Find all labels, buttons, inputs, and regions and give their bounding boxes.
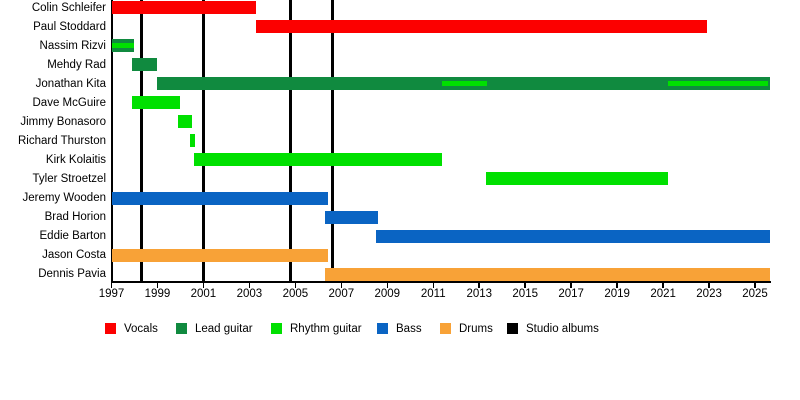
member-label: Jeremy Wooden <box>22 192 106 204</box>
legend-label: Studio albums <box>526 322 599 335</box>
x-axis-tick-label: 2025 <box>742 288 768 300</box>
x-axis-tick <box>616 283 618 288</box>
member-label: Brad Horion <box>44 211 106 224</box>
x-axis-line <box>110 281 771 283</box>
bar-drums <box>325 267 770 281</box>
x-axis-tick-label: 1999 <box>144 288 171 300</box>
bar-rhythm-guitar <box>178 115 192 129</box>
member-label: Dave McGuire <box>32 96 107 109</box>
member-label: Dennis Pavia <box>38 268 106 281</box>
bar-bass <box>375 229 770 243</box>
x-axis-tick-label: 2009 <box>374 288 401 300</box>
x-axis-tick-label: 2007 <box>328 288 355 300</box>
x-axis-tick <box>708 283 710 288</box>
x-axis-tick-label: 2021 <box>650 288 676 300</box>
x-axis-tick <box>248 283 251 288</box>
x-axis-tick <box>570 283 572 288</box>
member-label: Jonathan Kita <box>35 77 106 90</box>
overlay-bar-rhythm-guitar <box>667 81 768 87</box>
x-axis-tick-label: 2023 <box>696 288 722 300</box>
x-axis-tick-label: 2011 <box>420 288 446 300</box>
legend-swatch-vocals <box>105 323 116 334</box>
x-axis-tick-label: 2019 <box>604 288 630 300</box>
studio-album-line <box>289 0 293 281</box>
legend-swatch-bass <box>377 323 388 334</box>
x-axis-tick-label: 2005 <box>282 288 309 300</box>
member-label: Kirk Kolaitis <box>45 153 106 166</box>
member-label: Paul Stoddard <box>33 20 106 33</box>
x-axis-tick-label: 1997 <box>98 288 125 300</box>
bar-rhythm-guitar <box>132 96 181 110</box>
legend-swatch-lead-guitar <box>176 323 187 334</box>
x-axis-tick <box>662 283 664 288</box>
x-axis-tick-label: 2003 <box>236 288 263 300</box>
studio-album-line <box>201 0 205 281</box>
legend-swatch-rhythm-guitar <box>271 323 282 334</box>
plot-left-border <box>110 0 113 283</box>
member-label: Colin Schleifer <box>31 1 106 14</box>
member-label: Mehdy Rad <box>47 58 106 71</box>
overlay-bar-rhythm-guitar <box>442 81 488 87</box>
bar-lead-guitar <box>132 58 158 72</box>
bar-bass <box>325 210 379 224</box>
legend-label: Lead guitar <box>195 322 253 335</box>
bar-bass <box>111 191 328 205</box>
member-label: Eddie Barton <box>39 230 107 243</box>
bar-drums <box>111 248 328 262</box>
member-label: Jason Costa <box>42 249 106 262</box>
x-axis-tick-label: 2015 <box>512 288 538 300</box>
x-axis-tick <box>340 283 343 288</box>
x-axis-tick <box>478 283 480 288</box>
x-axis-tick <box>754 283 756 288</box>
x-axis-tick-label: 2013 <box>466 288 493 300</box>
x-axis-tick-label: 2017 <box>558 288 584 300</box>
x-axis-tick <box>294 283 297 288</box>
member-label: Jimmy Bonasoro <box>20 115 106 128</box>
bar-rhythm-guitar <box>486 172 668 186</box>
legend-swatch-studio-albums <box>507 323 518 334</box>
x-axis-tick <box>202 283 205 288</box>
legend-swatch-drums <box>440 323 451 334</box>
studio-album-line <box>330 0 334 281</box>
x-axis-tick <box>386 283 389 288</box>
x-axis-tick-label: 2001 <box>190 288 217 300</box>
x-axis-tick <box>432 283 435 288</box>
legend-label: Drums <box>459 322 493 335</box>
bar-vocals <box>256 20 707 34</box>
x-axis-tick <box>110 283 113 288</box>
studio-album-line <box>139 0 143 281</box>
overlay-bar-rhythm-guitar <box>111 43 135 49</box>
legend-label: Vocals <box>124 322 158 335</box>
x-axis-tick <box>156 283 159 288</box>
legend-label: Rhythm guitar <box>290 322 362 335</box>
member-label: Tyler Stroetzel <box>32 172 107 185</box>
member-label: Richard Thurston <box>18 134 106 147</box>
member-label: Nassim Rizvi <box>39 39 106 52</box>
bar-rhythm-guitar <box>189 134 196 148</box>
bar-rhythm-guitar <box>194 153 443 167</box>
bar-vocals <box>111 1 257 14</box>
legend-label: Bass <box>396 322 422 335</box>
x-axis-tick <box>524 283 526 288</box>
